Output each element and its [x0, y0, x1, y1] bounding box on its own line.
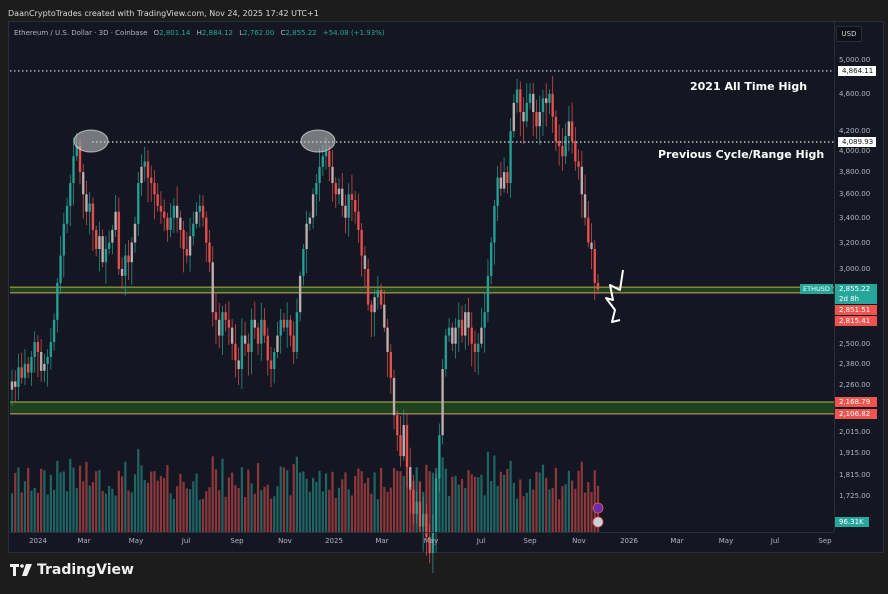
price-tick-label: 2,015.00: [839, 428, 871, 437]
price-tick-label: 2,500.00: [839, 339, 871, 348]
price-tick-label: 3,400.00: [839, 213, 871, 222]
time-tick-label: May: [718, 537, 734, 545]
time-tick-label: 2024: [29, 537, 47, 545]
price-tick-label: 3,800.00: [839, 168, 871, 177]
price-tick-label: 5,000.00: [839, 55, 871, 64]
price-tick-label: 3,600.00: [839, 190, 871, 199]
price-tick-label: 1,725.00: [839, 491, 871, 500]
low-value: 2,762.00: [243, 29, 275, 37]
symbol-tag: ETHUSD: [800, 284, 833, 294]
price-tick-label: 3,000.00: [839, 264, 871, 273]
time-tick-label: May: [128, 537, 144, 545]
price-tick-label: 4,600.00: [839, 89, 871, 98]
price-tag: 2,815.41: [835, 316, 877, 326]
price-tag: 2,168.79: [835, 397, 877, 407]
currency-button[interactable]: USD: [836, 26, 862, 42]
tradingview-logo-icon: [10, 564, 32, 576]
time-tick-label: Jul: [181, 537, 191, 545]
time-tick-label: Sep: [818, 537, 832, 545]
tradingview-logo-text: TradingView: [37, 562, 134, 578]
price-axis-divider: [834, 21, 835, 532]
time-tick-label: Jul: [770, 537, 780, 545]
time-axis-divider: [8, 532, 834, 533]
close-value: 2,855.22: [285, 29, 317, 37]
time-tick-label: 2026: [620, 537, 638, 545]
tradingview-logo[interactable]: TradingView: [10, 562, 134, 578]
time-tick-label: Sep: [230, 537, 244, 545]
time-tick-label: May: [423, 537, 439, 545]
price-tag: 2,855.22 2d 8h: [835, 284, 877, 304]
price-tag: 4,864.11: [838, 65, 876, 76]
current-support-zone: [10, 287, 834, 293]
price-tick-label: 2,260.00: [839, 381, 871, 390]
time-tick-label: Nov: [572, 537, 586, 545]
price-tag: 2,106.82: [835, 409, 877, 419]
price-tick-label: 4,000.00: [839, 147, 871, 156]
symbol-legend: Ethereum / U.S. Dollar · 3D · Coinbase O…: [14, 29, 385, 37]
open-value: 2,801.14: [159, 29, 191, 37]
change-value: +54.08 (+1.93%): [322, 29, 385, 37]
symbol-name[interactable]: Ethereum / U.S. Dollar · 3D · Coinbase: [14, 29, 148, 37]
high-value: 2,884.12: [201, 29, 234, 37]
time-tick-label: Nov: [278, 537, 292, 545]
price-tick-label: 1,815.00: [839, 470, 871, 479]
annotation-range-high: Previous Cycle/Range High: [658, 148, 825, 161]
attribution-header: DaanCryptoTrades created with TradingVie…: [8, 9, 319, 18]
price-tag: 2,851.51: [835, 305, 877, 315]
volume-tag: 96.31K: [835, 517, 869, 527]
price-tick-label: 3,200.00: [839, 238, 871, 247]
price-tag: 4,089.93: [838, 136, 876, 147]
time-tick-label: Mar: [670, 537, 684, 545]
time-tick-label: 2025: [325, 537, 343, 545]
price-tick-label: 1,915.00: [839, 448, 871, 457]
price-tick-label: 4,200.00: [839, 127, 871, 136]
time-tick-label: Mar: [77, 537, 91, 545]
time-tick-label: Mar: [375, 537, 389, 545]
lower-support-zone: [10, 401, 834, 414]
price-tick-label: 2,380.00: [839, 359, 871, 368]
annotation-ath: 2021 All Time High: [690, 80, 808, 93]
time-tick-label: Sep: [523, 537, 537, 545]
time-tick-label: Jul: [476, 537, 486, 545]
